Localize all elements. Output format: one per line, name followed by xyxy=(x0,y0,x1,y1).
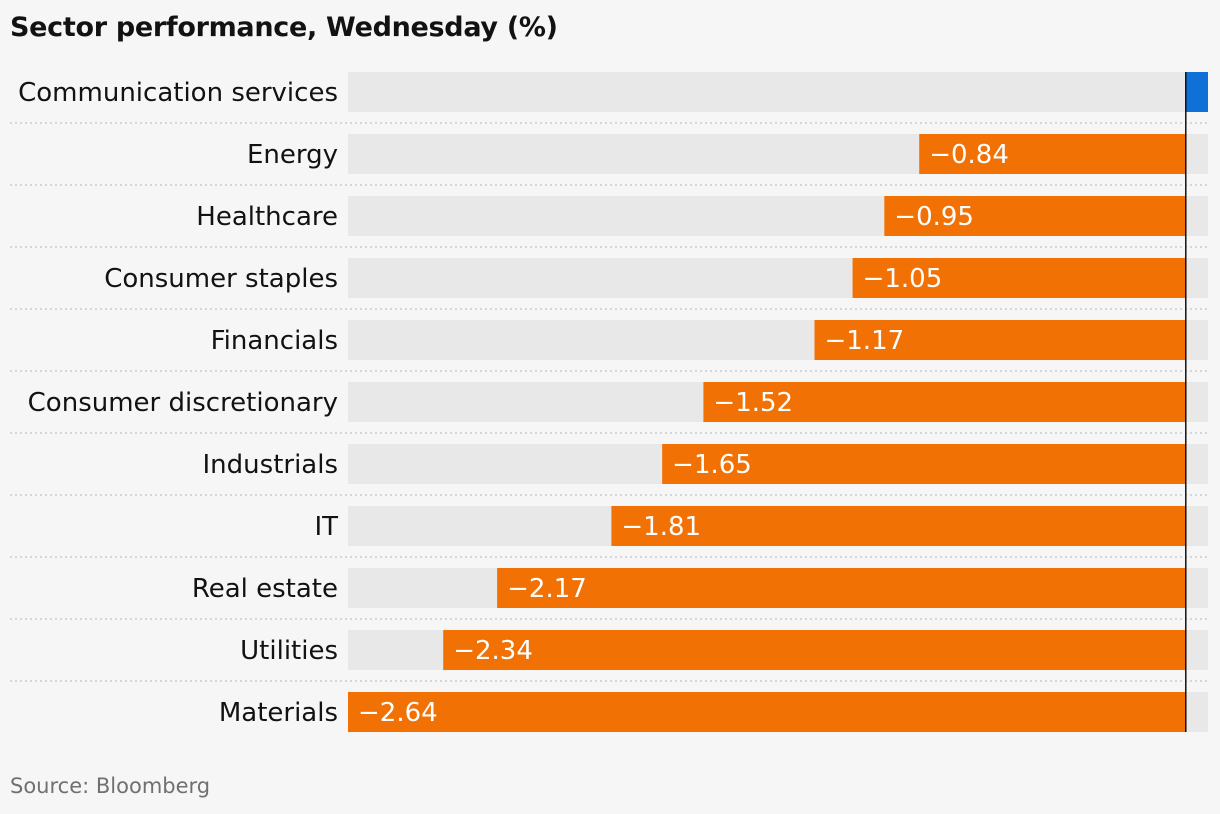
category-label: Real estate xyxy=(192,574,338,604)
value-label: −2.64 xyxy=(358,698,438,728)
value-label: −0.95 xyxy=(894,202,974,232)
chart-title: Sector performance, Wednesday (%) xyxy=(10,12,558,43)
bar xyxy=(919,134,1186,174)
value-label: −1.81 xyxy=(621,512,701,542)
category-label: IT xyxy=(314,512,338,542)
category-label: Financials xyxy=(211,326,338,356)
bar xyxy=(884,196,1186,236)
value-label: −1.17 xyxy=(824,326,904,356)
bar xyxy=(497,568,1186,608)
source-note: Source: Bloomberg xyxy=(10,774,211,798)
value-label: −2.17 xyxy=(507,574,587,604)
value-label: −2.34 xyxy=(453,636,533,666)
bar xyxy=(703,382,1186,422)
bar xyxy=(348,692,1186,732)
bar xyxy=(1185,72,1208,112)
bar xyxy=(611,506,1186,546)
bar-chart: Communication services Energy −0.84 Healthc… xyxy=(10,72,1208,732)
bar-track xyxy=(348,72,1208,112)
category-label: Consumer discretionary xyxy=(28,388,338,418)
category-label: Utilities xyxy=(240,636,338,666)
category-label: Consumer staples xyxy=(104,264,338,294)
category-label: Healthcare xyxy=(196,202,338,232)
value-label: −0.84 xyxy=(929,140,1009,170)
category-label: Materials xyxy=(219,698,338,728)
bar xyxy=(662,444,1186,484)
bar xyxy=(443,630,1186,670)
value-label: −1.65 xyxy=(672,450,752,480)
bar xyxy=(814,320,1186,360)
category-label: Energy xyxy=(247,140,338,170)
value-label: −1.52 xyxy=(713,388,793,418)
category-label: Industrials xyxy=(203,450,338,480)
category-label: Communication services xyxy=(18,78,338,108)
value-label: −1.05 xyxy=(863,264,943,294)
bar xyxy=(852,258,1186,298)
